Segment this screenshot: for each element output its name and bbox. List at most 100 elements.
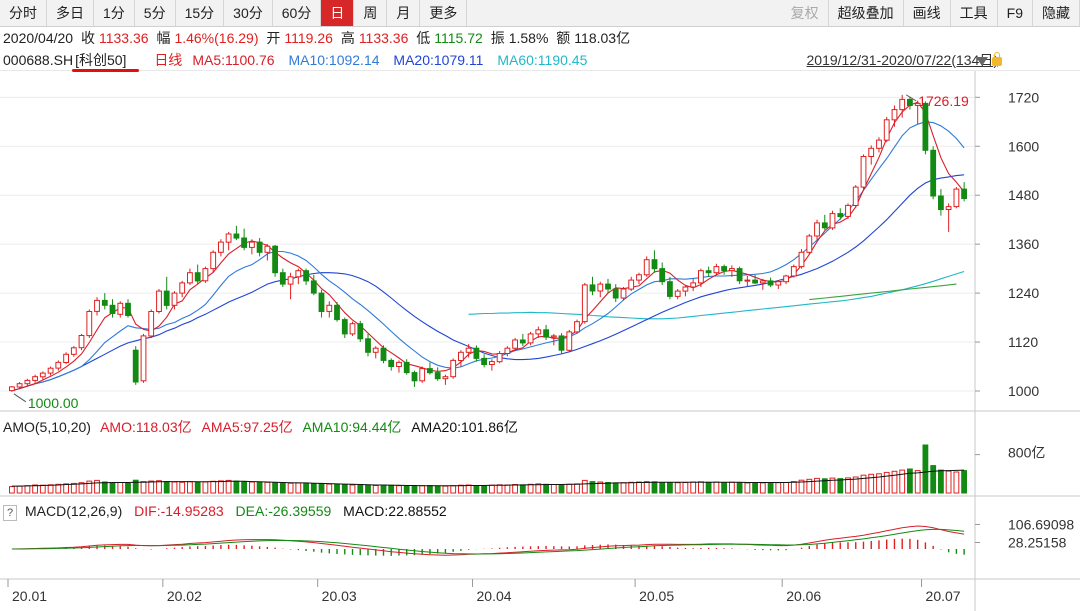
volume-bar (790, 481, 797, 494)
volume-bar (450, 485, 457, 494)
price-tick-label: 1720 (1008, 89, 1039, 105)
candle-body (821, 222, 828, 229)
volume-bar (535, 483, 542, 494)
volume-bar (705, 481, 712, 494)
date-tick-label: 20.04 (477, 588, 512, 604)
volume-bar (914, 470, 921, 494)
candle-body (163, 290, 170, 306)
volume-bar (109, 482, 116, 494)
dropdown-triangle-icon[interactable] (976, 56, 988, 66)
candle-body (775, 281, 782, 286)
candle-body (210, 251, 217, 270)
amount-value: 118.03亿 (574, 30, 631, 46)
tab-more[interactable]: 更多 (420, 0, 468, 26)
candle-body (202, 268, 209, 282)
date-range[interactable]: 2019/12/31-2020/07/22(134日) (806, 52, 998, 68)
candle-body (187, 272, 193, 284)
range-icons (976, 51, 1002, 67)
volume-bar (465, 484, 472, 494)
candle-body (233, 233, 240, 239)
candle-body (620, 288, 627, 299)
lock-icon[interactable] (992, 51, 1002, 66)
price-tick-label: 1360 (1008, 236, 1039, 252)
candle-body (651, 259, 658, 270)
low-label: 低 (416, 30, 431, 46)
super-overlay-button[interactable]: 超级叠加 (829, 0, 904, 26)
volume-bar (922, 444, 929, 494)
volume-bar (78, 482, 85, 494)
candle-body (899, 98, 906, 111)
candle-body (907, 98, 913, 106)
candle-body (489, 361, 495, 366)
price-tick-label: 1480 (1008, 187, 1039, 203)
price-tick-label: 1120 (1008, 334, 1038, 350)
adjust-button[interactable]: 复权 (782, 0, 829, 26)
candle-body (450, 359, 457, 378)
volume-bar (489, 484, 495, 494)
volume-bar (690, 481, 697, 494)
candle-body (132, 349, 139, 383)
low-pointer (13, 393, 27, 403)
macd-header: ? MACD(12,26,9) DIF:-14.95283 DEA:-26.395… (3, 500, 455, 522)
tab-30min[interactable]: 30分 (224, 0, 273, 26)
candle-body (721, 266, 728, 272)
period-label: 日线 (154, 52, 183, 68)
volume-bar (883, 471, 890, 494)
high-pointer (905, 94, 917, 102)
volume-bar (218, 480, 224, 494)
volume-bar (9, 486, 15, 494)
f9-button[interactable]: F9 (998, 0, 1033, 26)
volume-bar (163, 481, 170, 494)
volume-header: AMO(5,10,20) AMO:118.03亿 AMA5:97.25亿 AMA… (3, 416, 524, 438)
volume-bar (953, 471, 960, 494)
candle-body (326, 304, 333, 312)
ma60-line (468, 270, 965, 320)
candle-body (295, 270, 302, 278)
date-tick-label: 20.06 (786, 588, 821, 604)
candle-body (396, 361, 402, 367)
change-value: 1.46%(16.29) (174, 30, 259, 46)
candle-body (783, 275, 790, 283)
volume-bar (380, 484, 387, 494)
candle-body (63, 353, 70, 363)
candle-body (682, 286, 689, 292)
candle-body (117, 302, 124, 315)
candle-body (156, 290, 162, 313)
volume-bar (566, 483, 573, 494)
candle-body (667, 281, 673, 297)
candle-body (566, 331, 573, 351)
volume-bar (310, 483, 317, 494)
help-icon[interactable]: ? (3, 505, 17, 521)
tab-monthly[interactable]: 月 (387, 0, 421, 26)
draw-line-button[interactable]: 画线 (904, 0, 951, 26)
amplitude-value: 1.58% (508, 30, 549, 46)
tab-daily[interactable]: 日 (321, 0, 355, 26)
candle-body (249, 241, 255, 248)
tools-button[interactable]: 工具 (951, 0, 998, 26)
tab-multi-day[interactable]: 多日 (47, 0, 94, 26)
tab-15min[interactable]: 15分 (176, 0, 225, 26)
hide-button[interactable]: 隐藏 (1033, 0, 1080, 26)
candle-body (527, 333, 534, 344)
tab-1min[interactable]: 1分 (94, 0, 135, 26)
volume-bar (55, 483, 62, 494)
volume-bar (798, 479, 805, 494)
board-name-text: [科创50] (75, 52, 127, 68)
volume-bar (829, 477, 836, 494)
open-label: 开 (266, 30, 281, 46)
candle-body (372, 347, 379, 353)
tab-intraday[interactable]: 分时 (0, 0, 47, 26)
date-tick-label: 20.07 (926, 588, 961, 604)
tab-weekly[interactable]: 周 (354, 0, 388, 26)
dea-line (11, 528, 965, 555)
board-name[interactable]: [科创50] (72, 52, 140, 72)
ma10-value: MA10:1092.14 (288, 52, 380, 68)
quote-info-bar: 2020/04/20 收 1133.36 幅 1.46%(16.29) 开 1119.… (0, 27, 1080, 49)
tab-5min[interactable]: 5分 (135, 0, 176, 26)
candle-body (47, 367, 54, 374)
amount-label: 额 (556, 30, 571, 46)
high-label: 高 (340, 30, 355, 46)
ma5-line (11, 101, 965, 392)
tab-60min[interactable]: 60分 (273, 0, 322, 26)
ma10-series (11, 121, 965, 392)
